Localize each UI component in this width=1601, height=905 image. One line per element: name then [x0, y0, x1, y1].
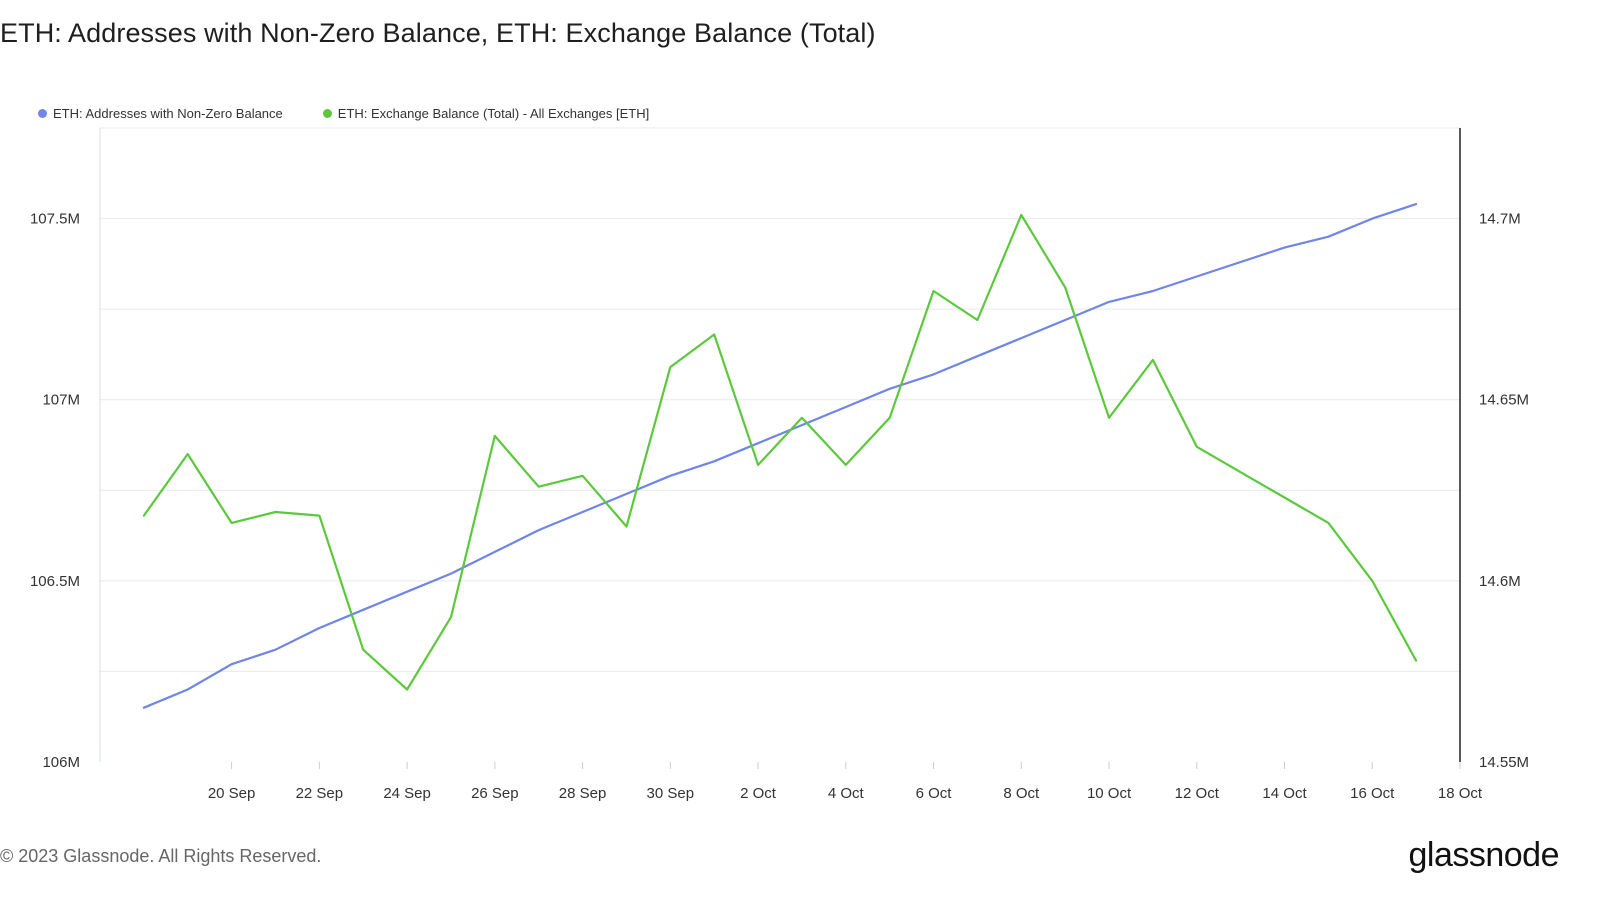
x-tick-label: 14 Oct [1262, 785, 1307, 802]
legend: ETH: Addresses with Non-Zero Balance ETH… [38, 106, 649, 121]
glassnode-logo: glassnode [1408, 836, 1559, 874]
y-left-tick-label: 107.5M [30, 211, 80, 228]
copyright-text: © 2023 Glassnode. All Rights Reserved. [0, 846, 322, 866]
x-tick-label: 8 Oct [1003, 785, 1040, 802]
y-left-tick-label: 107M [42, 392, 80, 409]
x-tick-label: 24 Sep [383, 785, 431, 802]
legend-label-exchange: ETH: Exchange Balance (Total) - All Exch… [337, 106, 650, 121]
x-tick-label: 12 Oct [1175, 785, 1220, 802]
x-tick-label: 18 Oct [1438, 785, 1483, 802]
x-tick-label: 22 Sep [296, 785, 344, 802]
x-tick-label: 10 Oct [1087, 785, 1132, 802]
series-line-exchange [142, 213, 1418, 691]
y-right-tick-label: 14.55M [1479, 754, 1529, 771]
series-line-addresses [142, 203, 1418, 709]
x-tick-label: 20 Sep [208, 785, 256, 802]
y-right-tick-label: 14.6M [1479, 573, 1521, 590]
y-left-tick-label: 106M [42, 754, 80, 771]
legend-label-addresses: ETH: Addresses with Non-Zero Balance [53, 106, 283, 121]
y-right-tick-label: 14.7M [1479, 211, 1521, 228]
x-tick-label: 26 Sep [471, 785, 519, 802]
legend-dot-exchange [322, 109, 332, 118]
x-tick-label: 6 Oct [916, 785, 953, 802]
x-tick-label: 28 Sep [559, 785, 607, 802]
legend-item-exchange[interactable]: ETH: Exchange Balance (Total) - All Exch… [322, 106, 650, 121]
x-tick-label: 30 Sep [647, 785, 695, 802]
x-tick-label: 16 Oct [1350, 785, 1395, 802]
chart-title: ETH: Addresses with Non-Zero Balance, ET… [0, 18, 876, 48]
x-tick-label: 4 Oct [828, 785, 865, 802]
legend-dot-addresses [38, 109, 47, 118]
y-left-tick-label: 106.5M [30, 573, 80, 590]
legend-item-addresses[interactable]: ETH: Addresses with Non-Zero Balance [38, 106, 283, 121]
x-tick-label: 2 Oct [740, 785, 777, 802]
y-right-tick-label: 14.65M [1479, 392, 1529, 409]
